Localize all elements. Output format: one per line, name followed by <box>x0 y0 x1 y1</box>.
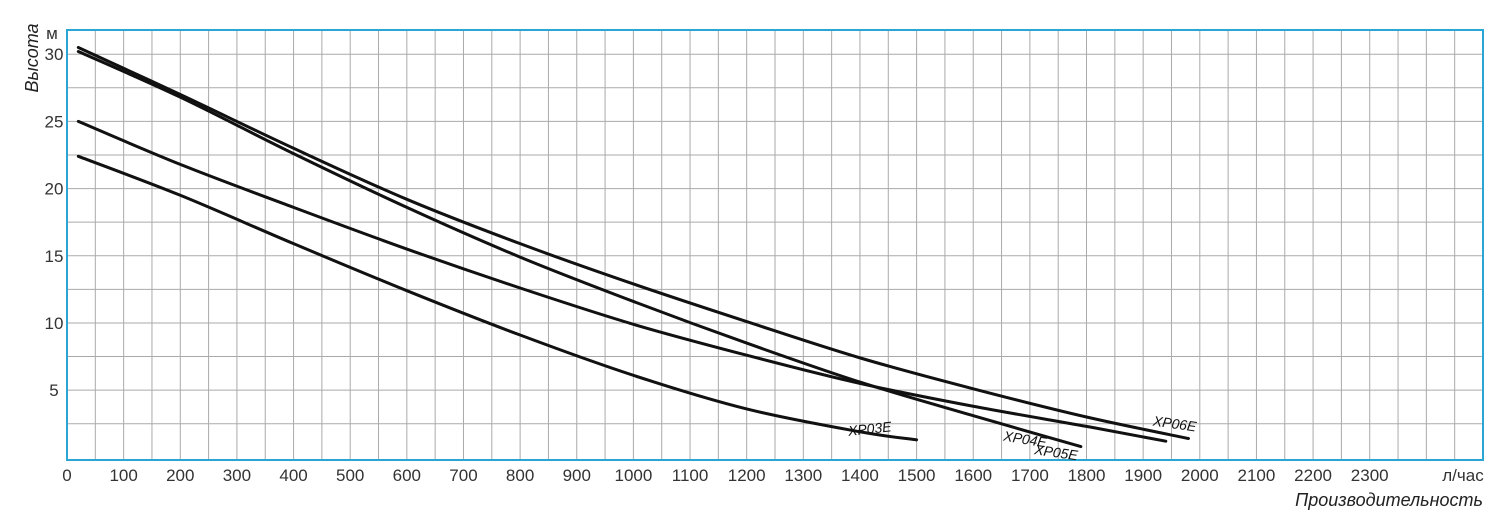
series-label-xp05e: XP05E <box>1032 441 1079 463</box>
x-tick-label: 1900 <box>1124 466 1162 485</box>
x-tick-label: 2200 <box>1294 466 1332 485</box>
y-axis-ticks: 5 10 15 20 25 30 <box>45 45 64 400</box>
x-tick-label: 2100 <box>1238 466 1276 485</box>
x-tick-label: 700 <box>449 466 477 485</box>
x-axis-unit: л/час <box>1442 466 1484 485</box>
series-label-xp06e: XP06E <box>1151 412 1198 434</box>
grid <box>67 30 1483 460</box>
series-line-xp04e <box>76 50 1083 449</box>
x-axis-title: Производительность <box>1295 490 1483 510</box>
x-tick-label: 1300 <box>784 466 822 485</box>
x-tick-label: 100 <box>109 466 137 485</box>
series-lines <box>76 45 1190 449</box>
y-tick-label: 20 <box>45 180 64 199</box>
x-tick-label: 500 <box>336 466 364 485</box>
series-label-xp04e: XP04E <box>1001 428 1048 451</box>
x-tick-label: 1200 <box>728 466 766 485</box>
x-tick-label: 1000 <box>614 466 652 485</box>
series-line-xp06e <box>76 45 1190 440</box>
y-tick-label: 5 <box>49 381 58 400</box>
y-tick-label: 10 <box>45 314 64 333</box>
x-tick-label: 600 <box>393 466 421 485</box>
series-label-xp03e: XP03E <box>846 418 893 439</box>
y-tick-label: 25 <box>45 112 64 131</box>
x-tick-label: 800 <box>506 466 534 485</box>
y-axis-title: Высота <box>22 23 42 92</box>
x-tick-label: 2000 <box>1181 466 1219 485</box>
x-tick-label: 2300 <box>1351 466 1389 485</box>
x-tick-label: 0 <box>62 466 71 485</box>
series-line-xp03e <box>76 154 919 442</box>
series-line-xp05e <box>76 119 1168 443</box>
x-tick-label: 200 <box>166 466 194 485</box>
x-tick-label: 1400 <box>841 466 879 485</box>
plot-frame <box>66 29 1484 461</box>
x-tick-label: 1600 <box>954 466 992 485</box>
x-tick-label: 1700 <box>1011 466 1049 485</box>
x-tick-label: 1500 <box>898 466 936 485</box>
y-tick-label: 30 <box>45 45 64 64</box>
x-tick-label: 400 <box>279 466 307 485</box>
y-axis-unit: м <box>46 24 58 43</box>
x-axis-ticks: 0 100 200 300 400 500 600 700 800 900 1000 1100 1200… <box>62 466 1388 485</box>
y-tick-label: 15 <box>45 247 64 266</box>
x-tick-label: 900 <box>563 466 591 485</box>
x-tick-label: 1100 <box>672 466 709 485</box>
x-tick-label: 1800 <box>1068 466 1106 485</box>
x-tick-label: 300 <box>223 466 251 485</box>
